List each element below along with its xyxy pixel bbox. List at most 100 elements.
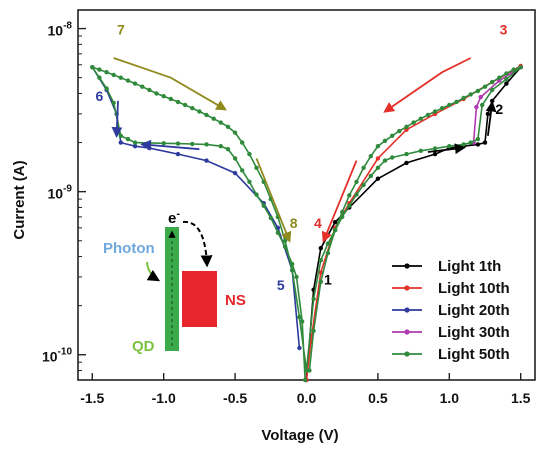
legend-swatch-marker [404,329,410,335]
data-point [454,99,459,105]
data-point [382,138,388,143]
data-point [232,156,238,161]
legend-label: Light 1th [438,258,501,275]
data-point [218,120,223,125]
ns-block [182,271,217,327]
legend-label: Light 50th [438,346,510,363]
data-point [318,270,323,275]
x-tick-label: 0.5 [368,390,388,406]
transfer-arrow [182,220,213,268]
data-point [482,84,488,89]
data-point [475,88,481,94]
data-point [432,146,438,151]
data-point [232,130,238,135]
y-tick-base: 10 [48,186,64,202]
data-point [440,106,445,111]
data-point [418,148,423,153]
data-point [104,86,109,91]
data-point [204,158,209,163]
data-point [318,279,323,284]
data-point [118,133,124,138]
data-point [461,142,466,147]
data-point [204,112,209,118]
legend-swatch-marker [404,263,410,269]
data-point [497,75,502,80]
y-tick-base: 10 [48,23,64,39]
data-point [375,176,381,181]
data-point [447,144,452,149]
data-point [325,250,331,256]
data-point [311,296,316,302]
legend-label: Light 10th [438,280,510,297]
data-point [361,165,366,170]
data-point [397,128,402,134]
data-point [368,154,373,159]
data-point [147,87,152,93]
data-point [300,319,305,324]
data-point [254,192,259,197]
annotation-layer: 1 2 3 4 5 6 7 8 [96,21,508,292]
step-label-2: 2 [495,101,503,117]
electron-charge: - [176,208,180,220]
data-point [432,109,438,114]
data-point [511,67,516,72]
data-point [175,99,181,105]
data-point [518,65,523,70]
data-point [302,377,308,383]
data-point [97,75,102,80]
step-label-3: 3 [500,21,508,37]
data-point [461,95,466,101]
x-tick-label: -1.5 [80,390,104,406]
data-point [347,203,352,208]
data-point [290,261,295,267]
legend-label: Light 20th [438,302,510,319]
data-point [161,94,166,99]
x-tick-label: -0.5 [223,390,247,406]
y-tick-exponent: -8 [63,21,72,32]
legend-label: Light 30th [438,324,510,341]
step-arrow-5 [140,139,200,151]
data-point [232,170,238,176]
step-label-7: 7 [117,21,125,37]
data-point [361,182,366,188]
y-tick-exponent: -9 [63,184,72,195]
data-point [354,179,359,184]
x-axis-title: Voltage (V) [261,427,338,444]
data-point [125,136,131,142]
data-point [118,140,124,145]
data-point [240,168,245,173]
data-point [240,140,245,145]
step-arrow-3 [383,57,472,113]
data-point [390,133,395,138]
data-point [282,244,288,249]
data-point [375,165,381,170]
y-axis-title: Current (A) [11,160,28,239]
data-point [482,140,488,145]
step-arrow-1 [427,143,466,155]
step-label-6: 6 [96,88,104,104]
data-point [404,151,409,157]
data-point [475,142,481,147]
data-point [325,241,331,246]
data-point [485,111,491,117]
photon-arrow [146,261,161,282]
data-point [382,158,388,163]
data-point [190,106,195,111]
data-point [261,203,266,208]
data-point [132,140,138,145]
data-point [268,215,273,221]
data-point [504,81,509,86]
step-arrow-6 [111,100,123,138]
data-point [332,220,338,225]
band-diagram-inset: e- Photon QD NS [103,208,246,355]
step-arrow-8 [255,158,292,243]
data-point [104,70,109,75]
data-point [368,173,373,179]
data-point [504,71,509,76]
data-point [375,144,381,149]
data-point [132,144,138,149]
data-point [125,78,131,83]
data-point [154,91,159,96]
data-point [140,84,145,89]
data-point [311,328,316,334]
